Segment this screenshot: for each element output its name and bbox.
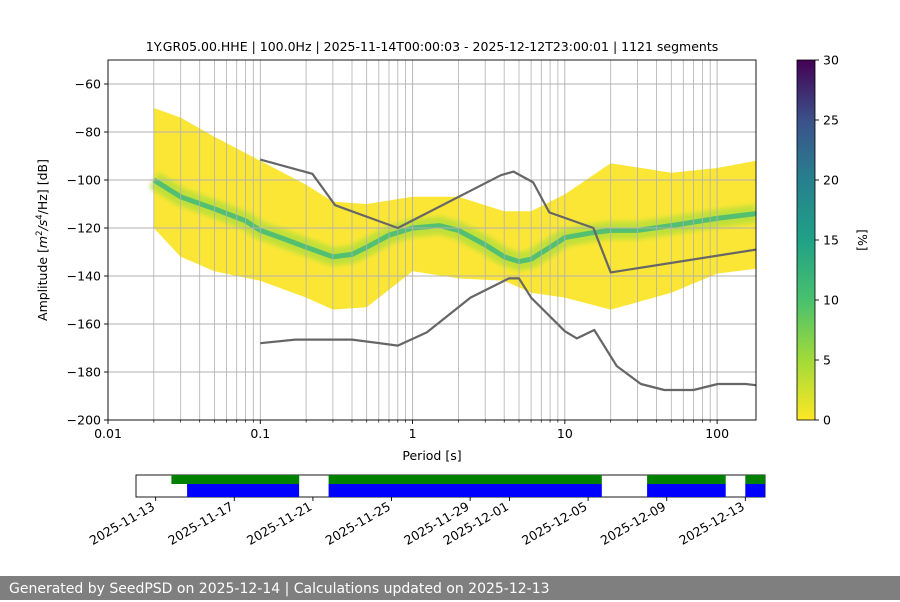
x-tick-label: 10	[557, 426, 573, 441]
y-tick-label: −200	[67, 413, 101, 428]
timeline-green-bar	[647, 475, 726, 484]
timeline-tick-label: 2025-11-25	[323, 499, 393, 548]
colorbar-scale	[796, 59, 816, 421]
footer-text: Generated by SeedPSD on 2025-12-14 | Cal…	[0, 576, 900, 600]
timeline-blue-bar	[647, 484, 726, 497]
y-axis-label-exp-s: 4	[35, 214, 45, 219]
y-axis-ticks: −200 −180 −160 −140 −120 −100 −80 −60	[67, 77, 108, 428]
x-axis-ticks: 0.01 0.1 1 10 100	[94, 420, 729, 441]
y-axis-label-exp-m: 2	[35, 230, 45, 235]
timeline-green-bar	[745, 475, 765, 484]
timeline-tick-label: 2025-12-09	[598, 499, 668, 548]
low-noise-model-line	[260, 277, 756, 392]
timeline-green-bar	[171, 475, 300, 484]
colorbar-ticks: 0 5 10 15 20 25 30	[815, 53, 839, 428]
psd-density-spread	[153, 108, 756, 310]
x-tick-label: 0.01	[94, 426, 122, 441]
y-axis-label-s: /s	[35, 219, 50, 231]
timeline: 2025-11-13 2025-11-17 2025-11-21 2025-11-25…	[87, 474, 766, 548]
colorbar-tick-label: 0	[823, 413, 831, 428]
grid-lines	[107, 60, 756, 421]
colorbar-tick-label: 10	[823, 293, 839, 308]
timeline-tick-label: 2025-11-13	[87, 499, 157, 548]
timeline-blue-bar	[328, 484, 602, 497]
x-tick-label: 1	[409, 426, 417, 441]
y-axis-label-prefix: Amplitude [	[35, 248, 50, 321]
colorbar-tick-label: 20	[823, 173, 839, 188]
y-axis-label-hz: /Hz] [dB]	[35, 159, 50, 214]
y-tick-label: −100	[67, 173, 101, 188]
y-tick-label: −60	[75, 77, 101, 92]
chart-title: 1Y.GR05.00.HHE | 100.0Hz | 2025-11-14T00…	[146, 39, 719, 54]
y-tick-label: −160	[67, 317, 101, 332]
y-tick-label: −80	[75, 125, 101, 140]
y-axis-label: Amplitude [m2/s4/Hz] [dB]	[35, 159, 50, 321]
timeline-green-bar	[328, 475, 602, 484]
colorbar-tick-label: 25	[823, 113, 839, 128]
x-axis-label: Period [s]	[402, 448, 461, 463]
colorbar: 0 5 10 15 20 25 30 [%]	[796, 53, 870, 428]
colorbar-tick-label: 5	[823, 353, 831, 368]
timeline-blue-bar	[187, 484, 300, 497]
high-noise-model-line	[260, 158, 756, 274]
colorbar-label: [%]	[855, 229, 870, 251]
plot-frame	[107, 59, 757, 421]
y-axis-label-m: m	[35, 236, 50, 248]
timeline-tick-label: 2025-11-17	[165, 499, 235, 548]
timeline-ticks: 2025-11-13 2025-11-17 2025-11-21 2025-11-25…	[87, 497, 747, 548]
x-tick-label: 0.1	[250, 426, 270, 441]
timeline-tick-label: 2025-12-13	[676, 499, 746, 548]
y-tick-label: −180	[67, 365, 101, 380]
colorbar-tick-label: 30	[823, 53, 839, 68]
x-tick-label: 100	[705, 426, 729, 441]
noise-model-lines	[260, 158, 756, 392]
y-tick-label: −120	[67, 221, 101, 236]
timeline-bars	[171, 475, 765, 497]
timeline-tick-label: 2025-11-21	[244, 499, 314, 548]
timeline-blue-bar	[745, 484, 765, 497]
psd-heatmap	[149, 108, 756, 310]
y-tick-label: −140	[67, 269, 101, 284]
figure: 1Y.GR05.00.HHE | 100.0Hz | 2025-11-14T00…	[35, 39, 870, 548]
colorbar-tick-label: 15	[823, 233, 839, 248]
timeline-tick-label: 2025-12-05	[519, 499, 589, 548]
